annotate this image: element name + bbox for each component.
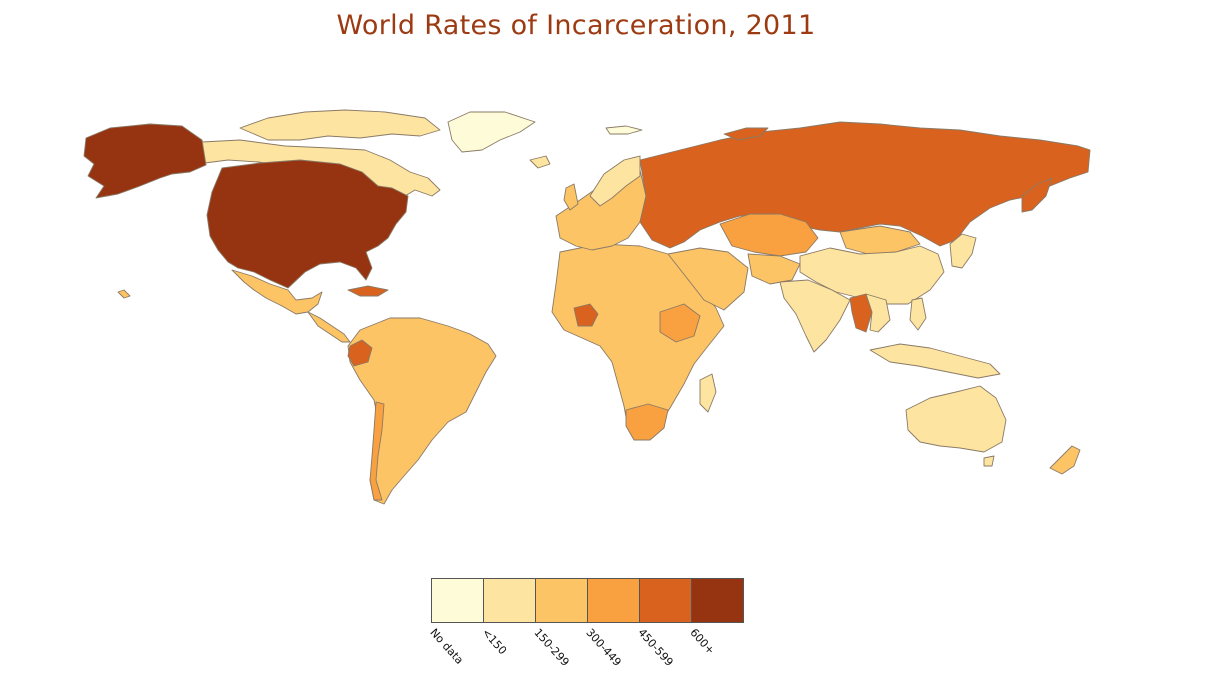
- region-japan: [949, 233, 977, 269]
- legend-label: 450-599: [635, 626, 676, 669]
- region-kamchatka: [1021, 177, 1053, 213]
- legend-swatch: [692, 579, 743, 622]
- legend-swatch: [432, 579, 484, 622]
- legend-label: No data: [427, 626, 466, 667]
- legend-label: 300-449: [583, 626, 624, 669]
- region-alaska: [83, 123, 207, 199]
- region-mongolia: [839, 225, 921, 255]
- legend-label: 150-299: [531, 626, 572, 669]
- legend-swatch: [640, 579, 692, 622]
- region-novaya-zemlya: [723, 127, 769, 141]
- region-philippines: [909, 297, 927, 331]
- map-title: World Rates of Incarceration, 2011: [336, 10, 816, 41]
- region-south-africa: [625, 403, 669, 441]
- legend-swatch: [588, 579, 640, 622]
- legend-labels: No data <150 150-299 300-449 450-599 600+: [427, 626, 751, 676]
- region-hawaii: [117, 289, 131, 299]
- region-greenland: [447, 111, 536, 153]
- region-south-america: [347, 317, 497, 505]
- region-chile: [369, 401, 385, 501]
- legend: [431, 578, 744, 623]
- region-tasmania: [983, 455, 995, 467]
- region-china: [799, 245, 945, 305]
- region-united-states: [206, 159, 409, 289]
- region-new-zealand: [1049, 445, 1081, 475]
- region-india: [779, 279, 851, 353]
- region-mexico: [231, 269, 323, 315]
- region-cuba: [347, 285, 389, 297]
- region-uk: [563, 183, 579, 211]
- region-ecuador: [347, 339, 373, 367]
- legend-label: <150: [479, 626, 510, 658]
- land-base: [83, 109, 1091, 505]
- region-central-america: [307, 311, 351, 343]
- region-iceland: [529, 155, 551, 169]
- region-kazakhstan: [719, 213, 819, 257]
- region-ethiopia: [659, 303, 701, 343]
- region-scandinavia: [589, 155, 641, 207]
- region-australia: [905, 385, 1007, 453]
- region-middle-east: [667, 247, 749, 311]
- region-ivory-coast: [573, 303, 599, 327]
- region-indonesia: [869, 343, 1001, 379]
- legend-swatch: [536, 579, 588, 622]
- region-madagascar: [699, 373, 717, 413]
- region-central-asia: [747, 253, 801, 285]
- region-arctic-islands: [239, 109, 441, 141]
- legend-label: 600+: [687, 626, 718, 658]
- region-russia: [639, 121, 1091, 249]
- region-southeast-asia: [865, 293, 891, 333]
- region-svalbard: [605, 125, 643, 135]
- legend-swatch: [484, 579, 536, 622]
